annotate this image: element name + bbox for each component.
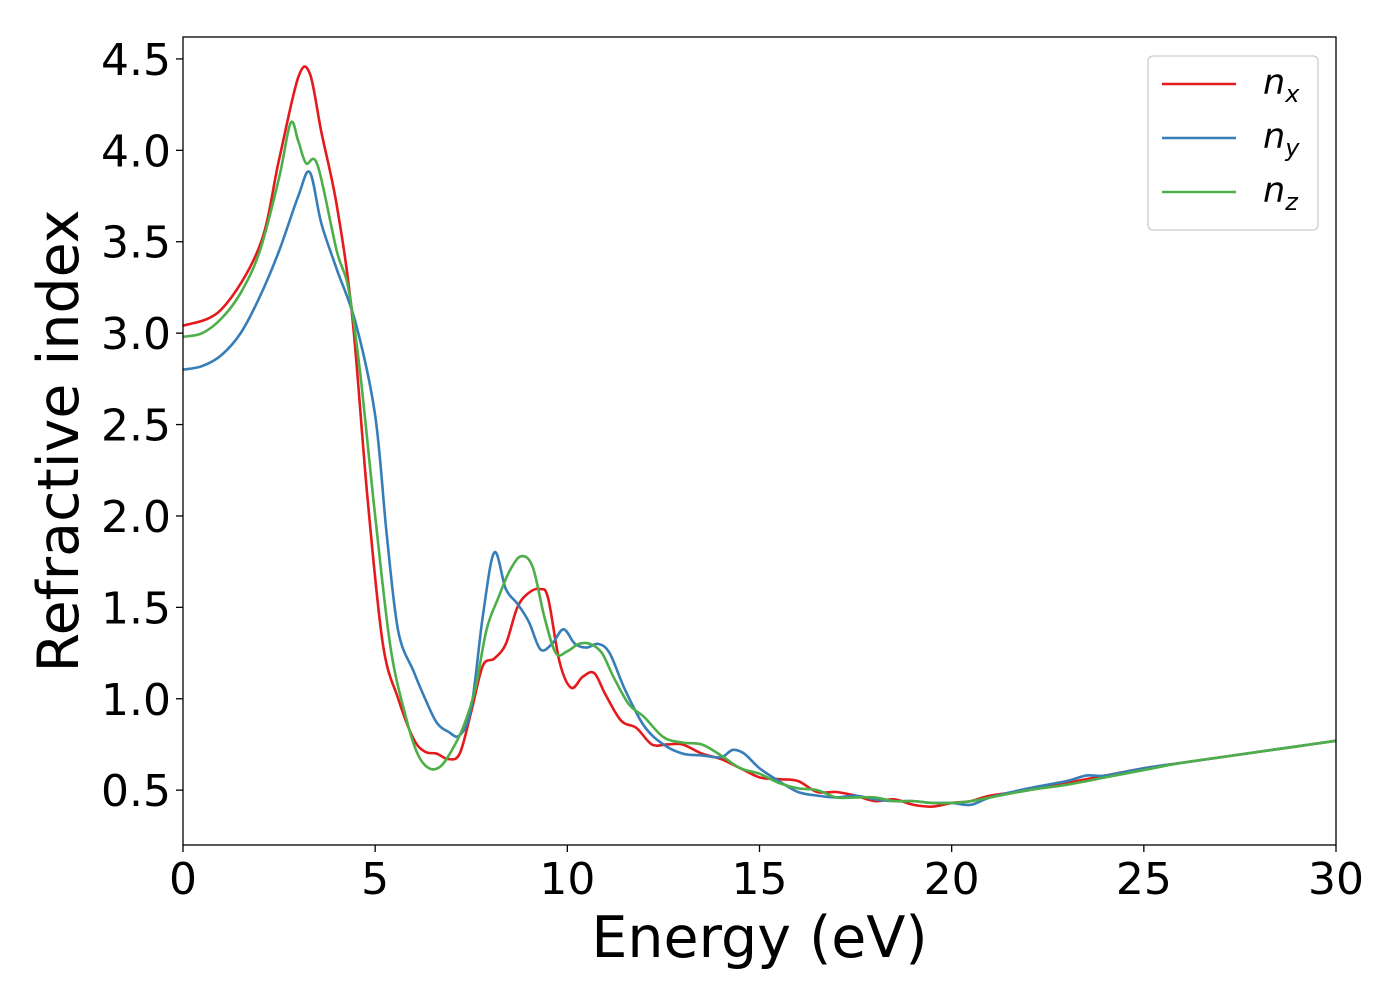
x-tick-label: 15 (732, 854, 788, 905)
y-tick-label: 3.5 (101, 218, 171, 269)
y-tick-label: 2.5 (101, 401, 171, 452)
series-layer (183, 65, 1336, 808)
x-axis-ticks: 0 5 10 15 20 25 30 (169, 845, 1364, 905)
series-line-z (183, 120, 1336, 805)
x-tick-label: 25 (1116, 854, 1172, 905)
x-tick-label: 10 (539, 854, 595, 905)
y-tick-label: 3.0 (101, 309, 171, 360)
y-tick-label: 4.0 (101, 126, 171, 177)
y-tick-label: 2.0 (101, 492, 171, 543)
x-tick-label: 30 (1308, 854, 1364, 905)
legend-label-z: nz (1263, 171, 1299, 216)
x-tick-label: 0 (169, 854, 197, 905)
x-tick-label: 5 (361, 854, 389, 905)
y-tick-label: 4.5 (101, 35, 171, 86)
x-axis-title: Energy (eV) (591, 905, 927, 971)
y-axis-ticks: 0.5 1.0 1.5 2.0 2.5 3.0 3.5 4.0 4.5 (101, 35, 183, 817)
y-tick-label: 0.5 (101, 766, 171, 817)
x-tick-label: 20 (924, 854, 980, 905)
legend: nx ny nz (1147, 55, 1319, 231)
legend-frame (1147, 55, 1319, 231)
series-line-y (183, 170, 1336, 807)
y-tick-label: 1.5 (101, 583, 171, 634)
y-tick-label: 1.0 (101, 675, 171, 726)
legend-label-x: nx (1263, 63, 1300, 108)
legend-label-y: ny (1263, 117, 1300, 162)
y-axis-title: Refractive index (26, 210, 92, 673)
